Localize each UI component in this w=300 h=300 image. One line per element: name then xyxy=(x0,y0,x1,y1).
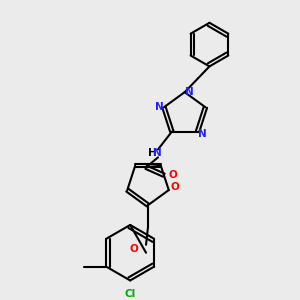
Text: N: N xyxy=(154,102,164,112)
Text: N: N xyxy=(153,148,161,158)
Text: H: H xyxy=(148,148,156,158)
Text: N: N xyxy=(198,129,207,139)
Text: O: O xyxy=(130,244,139,254)
Text: N: N xyxy=(185,87,194,97)
Text: O: O xyxy=(170,182,179,192)
Text: Cl: Cl xyxy=(124,289,136,299)
Text: O: O xyxy=(169,170,177,180)
